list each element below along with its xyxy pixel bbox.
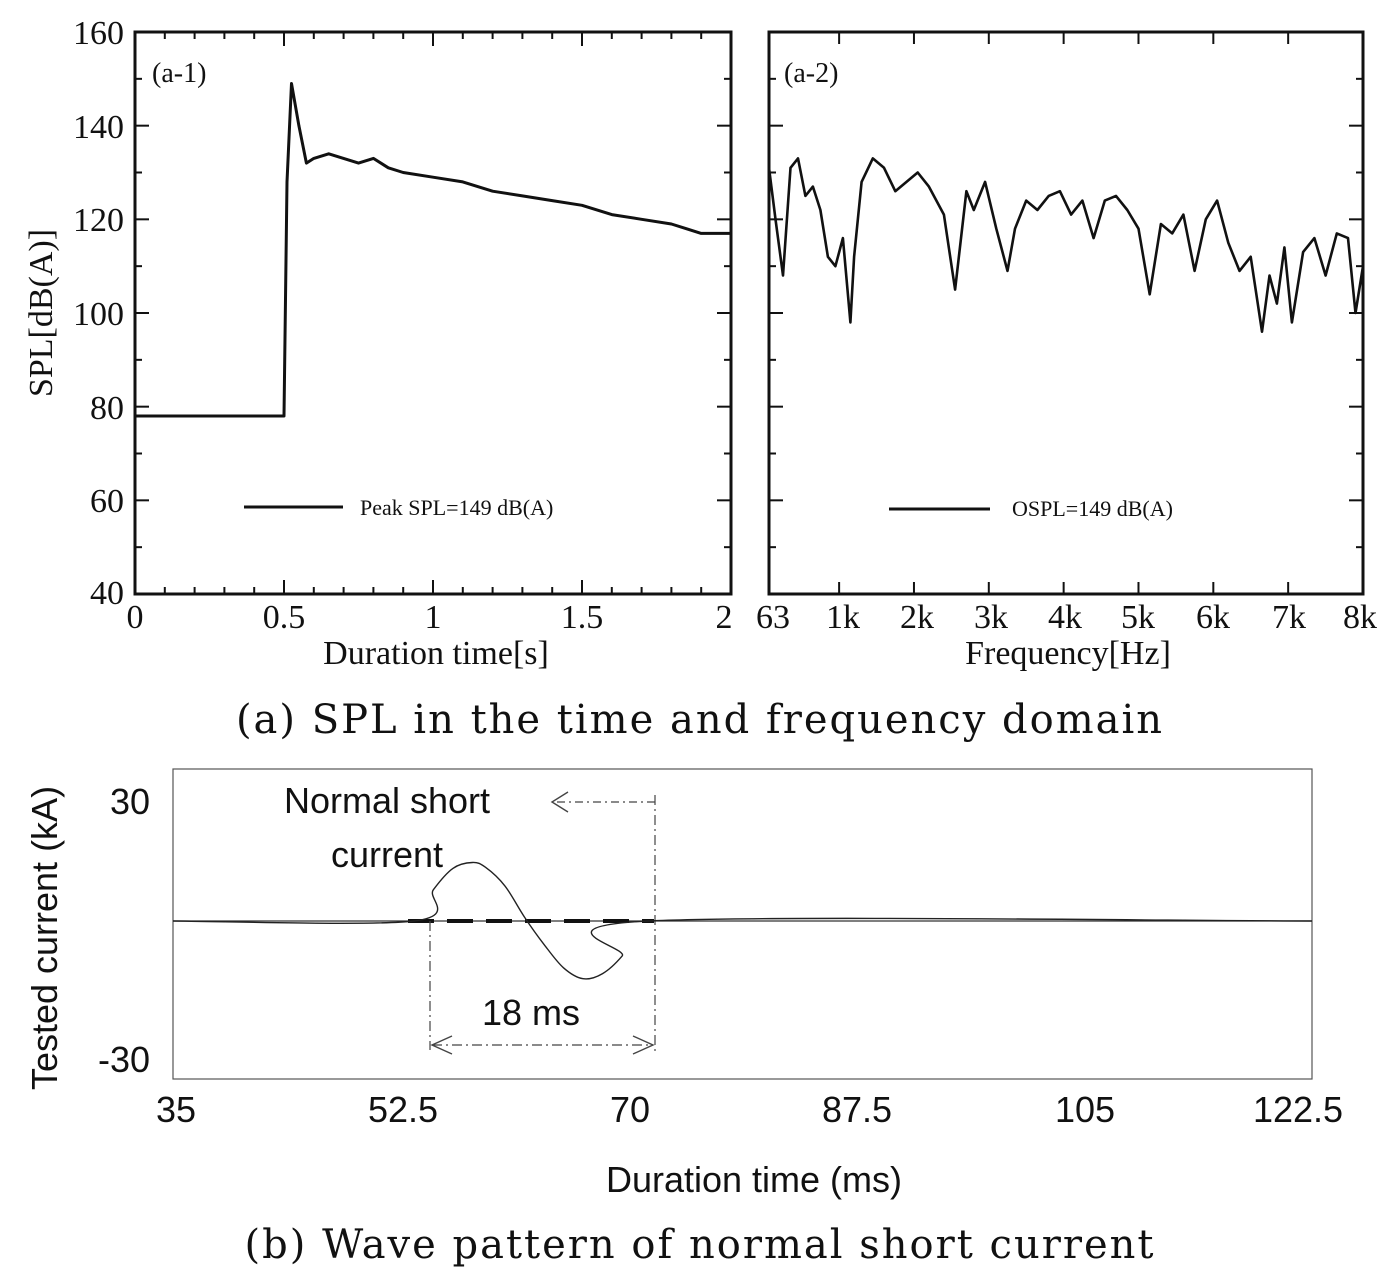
chart-b-frame — [172, 768, 1313, 1080]
chart-a2-panel-label: (a-2) — [784, 58, 838, 89]
chart-a1-xtick-1.5: 1.5 — [561, 599, 604, 636]
chart-b-xlabel: Duration time (ms) — [606, 1159, 902, 1200]
chart-a1-ytick-40: 40 — [90, 575, 124, 612]
chart-a2-xtick-3k: 3k — [974, 599, 1008, 636]
chart-b-ytick-30: 30 — [110, 781, 150, 822]
chart-b: 30 -30 35 52.5 70 87.5 105 122.5 Duratio… — [24, 768, 1343, 1200]
chart-b-xtick-52.5: 52.5 — [368, 1089, 438, 1130]
chart-b-ylabel: Tested current (kA) — [24, 786, 65, 1090]
chart-a1-ytick-160: 160 — [73, 15, 124, 52]
chart-b-ytick-neg30: -30 — [98, 1039, 150, 1080]
chart-a1: (a-1) 160 140 120 100 80 60 40 0 0.5 1 1… — [23, 15, 733, 672]
chart-b-series-line — [172, 861, 1313, 980]
chart-a2-series-line — [767, 157, 1365, 333]
chart-b-annotation-line2: current — [331, 834, 443, 875]
chart-a1-ytick-100: 100 — [73, 296, 124, 333]
chart-a2-xtick-1k: 1k — [826, 599, 860, 636]
chart-a1-xlabel: Duration time[s] — [323, 635, 549, 672]
caption-top: (a) SPL in the time and frequency domain — [236, 697, 1164, 743]
caption-bottom: (b) Wave pattern of normal short current — [245, 1222, 1156, 1268]
chart-a1-ticks — [134, 31, 732, 595]
chart-b-xtick-87.5: 87.5 — [822, 1089, 892, 1130]
chart-a1-xtick-0.5: 0.5 — [263, 599, 306, 636]
chart-a2-xtick-2k: 2k — [900, 599, 934, 636]
chart-a1-ytick-80: 80 — [90, 390, 124, 427]
chart-a1-panel-label: (a-1) — [152, 58, 206, 89]
chart-a2-xtick-63: 63 — [756, 599, 790, 636]
chart-a1-ytick-140: 140 — [73, 109, 124, 146]
chart-b-annotation-line1: Normal short — [284, 780, 490, 821]
chart-a2: (a-2) 63 1k 2k 3k 4k 5k 6k 7k 8k Frequen… — [756, 30, 1377, 672]
chart-b-xtick-70: 70 — [610, 1089, 650, 1130]
chart-a1-ytick-60: 60 — [90, 483, 124, 520]
chart-a1-ytick-120: 120 — [73, 202, 124, 239]
chart-a1-xtick-1: 1 — [425, 599, 442, 636]
chart-b-duration-arrowhead-right — [632, 1035, 655, 1055]
chart-b-label-arrowhead — [550, 791, 569, 813]
chart-b-xtick-35: 35 — [156, 1089, 196, 1130]
chart-b-duration-label: 18 ms — [482, 992, 580, 1033]
chart-a2-legend-text: OSPL=149 dB(A) — [1012, 496, 1173, 521]
chart-a2-xtick-5k: 5k — [1121, 599, 1155, 636]
chart-a1-legend-text: Peak SPL=149 dB(A) — [360, 495, 553, 520]
chart-b-xtick-122.5: 122.5 — [1253, 1089, 1343, 1130]
chart-a1-xtick-0: 0 — [127, 599, 144, 636]
chart-a1-xtick-2: 2 — [716, 599, 733, 636]
chart-a1-ylabel: SPL[dB(A)] — [23, 229, 60, 397]
chart-a2-xlabel: Frequency[Hz] — [965, 635, 1171, 672]
chart-a1-series-line — [135, 82, 731, 418]
chart-b-xtick-105: 105 — [1055, 1089, 1115, 1130]
chart-a2-xtick-4k: 4k — [1048, 599, 1082, 636]
chart-a2-xtick-7k: 7k — [1272, 599, 1306, 636]
chart-a2-xtick-8k: 8k — [1343, 599, 1377, 636]
chart-b-duration-arrowhead-left — [430, 1035, 453, 1055]
chart-a2-xtick-6k: 6k — [1196, 599, 1230, 636]
